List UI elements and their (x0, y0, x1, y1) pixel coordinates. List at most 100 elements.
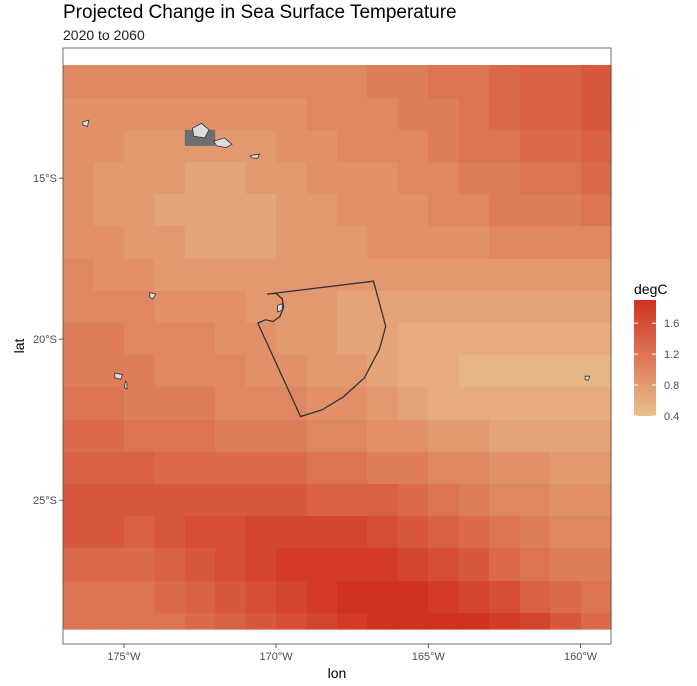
heatmap-cell (185, 548, 216, 582)
heatmap-cell (428, 65, 460, 99)
heatmap-cell (398, 259, 429, 292)
heatmap-cell (124, 194, 155, 227)
heatmap-cell (307, 98, 338, 131)
heatmap-cell (93, 98, 125, 131)
heatmap-cell (246, 323, 277, 356)
chart-title: Projected Change in Sea Surface Temperat… (63, 2, 457, 23)
heatmap-cell (154, 194, 186, 227)
heatmap-cell (154, 226, 186, 260)
heatmap-cell (185, 65, 216, 99)
heatmap-cell (367, 452, 399, 485)
heatmap-cell (215, 259, 247, 292)
heatmap-cell (489, 259, 521, 292)
heatmap-cell (124, 516, 155, 549)
heatmap-cell (398, 548, 429, 582)
heatmap-cell (581, 162, 612, 195)
heatmap-cell (215, 387, 247, 421)
heatmap-cell (63, 452, 94, 485)
heatmap-cell (520, 194, 551, 227)
heatmap-cell (520, 581, 551, 614)
legend-title: degC (634, 281, 667, 297)
heatmap-cell (276, 194, 308, 227)
heatmap-cell (550, 613, 582, 630)
heatmap-cell (307, 323, 338, 356)
heatmap-cell (520, 516, 551, 549)
heatmap-cell (93, 194, 125, 227)
heatmap-cell (307, 130, 338, 163)
heatmap-cell (154, 484, 186, 517)
heatmap-cell (154, 323, 186, 356)
heatmap-cell (367, 259, 399, 292)
heatmap-cell (581, 484, 612, 517)
heatmap-cells (63, 65, 612, 630)
island-shape (191, 122, 210, 139)
heatmap-cell (93, 355, 125, 388)
masked-cell (184, 129, 216, 146)
heatmap-cell (246, 259, 277, 292)
heatmap-cell (550, 323, 582, 356)
heatmap-cell (489, 162, 521, 195)
heatmap-cell (367, 65, 399, 99)
heatmap-cell (398, 516, 429, 549)
heatmap-cell (337, 194, 368, 227)
heatmap-cell (367, 387, 399, 421)
heatmap-cell (459, 387, 490, 421)
heatmap-cell (367, 420, 399, 453)
heatmap-cell (337, 130, 368, 163)
heatmap-cell (246, 65, 277, 99)
heatmap-cell (337, 259, 368, 292)
heatmap-cell (124, 420, 155, 453)
heatmap-cell (124, 259, 155, 292)
heatmap-cell (489, 226, 521, 260)
heatmap-cell (154, 130, 186, 163)
heatmap-cell (63, 98, 94, 131)
heatmap-cell (550, 194, 582, 227)
heatmap-cell (459, 420, 490, 453)
heatmap-cell (459, 516, 490, 549)
heatmap-cell (581, 130, 612, 163)
heatmap-cell (307, 226, 338, 260)
heatmap-cell (550, 420, 582, 453)
heatmap-cell (581, 291, 612, 324)
heatmap-cell (337, 516, 368, 549)
heatmap-cell (63, 259, 94, 292)
heatmap-cell (246, 484, 277, 517)
heatmap-cell (428, 548, 460, 582)
heatmap-cell (215, 548, 247, 582)
heatmap-cell (63, 548, 94, 582)
heatmap-cell (489, 323, 521, 356)
heatmap-cell (428, 420, 460, 453)
panel-border (62, 47, 612, 645)
heatmap-cell (581, 387, 612, 421)
heatmap-cell (428, 387, 460, 421)
heatmap-cell (246, 420, 277, 453)
heatmap-cell (337, 65, 368, 99)
x-tick-label: 165°W (412, 651, 446, 663)
heatmap-cell (63, 226, 94, 260)
heatmap-cell (550, 65, 582, 99)
heatmap-cell (307, 484, 338, 517)
heatmap-cell (459, 65, 490, 99)
heatmap-cell (124, 581, 155, 614)
heatmap-cell (276, 259, 308, 292)
heatmap-cell (489, 98, 521, 131)
heatmap-cell (398, 291, 429, 324)
heatmap-cell (337, 387, 368, 421)
heatmap-cell (489, 452, 521, 485)
heatmap-cell (489, 65, 521, 99)
heatmap-cell (185, 613, 216, 630)
island-shape (277, 303, 283, 313)
heatmap-cell (185, 484, 216, 517)
heatmap-cell (63, 130, 94, 163)
heatmap-cell (154, 581, 186, 614)
region-outline (257, 280, 387, 418)
heatmap-cell (459, 259, 490, 292)
heatmap-cell (307, 355, 338, 388)
heatmap-cell (520, 291, 551, 324)
heatmap-cell (581, 452, 612, 485)
heatmap-cell (215, 613, 247, 630)
heatmap-cell (459, 323, 490, 356)
heatmap-cell (307, 581, 338, 614)
heatmap-cell (581, 323, 612, 356)
island-shape (82, 119, 90, 128)
